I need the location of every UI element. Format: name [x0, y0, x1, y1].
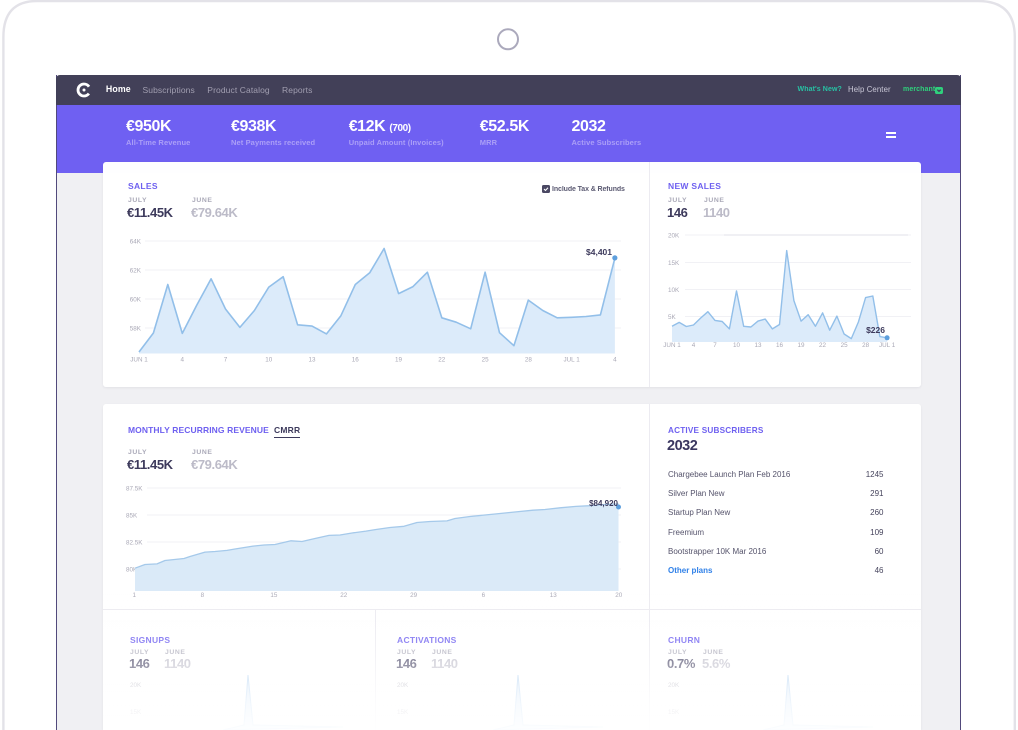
svg-text:82.5K: 82.5K [126, 540, 143, 547]
svg-text:28: 28 [862, 342, 870, 349]
svg-text:62K: 62K [130, 268, 142, 275]
svg-text:4: 4 [613, 357, 617, 364]
svg-text:$4,401: $4,401 [586, 247, 612, 257]
svg-text:13: 13 [309, 357, 317, 364]
svg-text:4: 4 [181, 357, 185, 364]
svg-text:20K: 20K [668, 233, 680, 240]
svg-text:10: 10 [265, 357, 273, 364]
svg-text:58K: 58K [130, 326, 142, 333]
svg-text:25: 25 [482, 357, 490, 364]
svg-text:7: 7 [713, 342, 717, 349]
svg-text:JUL 1: JUL 1 [563, 357, 580, 364]
svg-text:87.5K: 87.5K [126, 486, 143, 493]
svg-text:25: 25 [841, 342, 849, 349]
svg-text:64K: 64K [130, 239, 142, 246]
svg-text:10K: 10K [668, 287, 680, 294]
svg-text:85K: 85K [126, 513, 138, 520]
svg-text:$84,920: $84,920 [589, 499, 618, 508]
svg-text:JUL 1: JUL 1 [879, 342, 896, 349]
svg-text:22: 22 [438, 357, 446, 364]
svg-text:13: 13 [755, 342, 763, 349]
svg-text:5K: 5K [668, 314, 677, 321]
svg-text:19: 19 [395, 357, 403, 364]
svg-text:JUN 1: JUN 1 [130, 357, 148, 364]
svg-text:JUN 1: JUN 1 [663, 342, 681, 349]
svg-text:60K: 60K [130, 297, 142, 304]
svg-text:4: 4 [692, 342, 696, 349]
svg-text:16: 16 [352, 357, 360, 364]
svg-text:22: 22 [819, 342, 827, 349]
svg-text:19: 19 [798, 342, 806, 349]
svg-text:$226: $226 [866, 325, 885, 335]
svg-text:10: 10 [733, 342, 741, 349]
svg-text:7: 7 [224, 357, 228, 364]
svg-text:28: 28 [525, 357, 533, 364]
svg-text:15K: 15K [668, 260, 680, 267]
svg-text:16: 16 [776, 342, 784, 349]
